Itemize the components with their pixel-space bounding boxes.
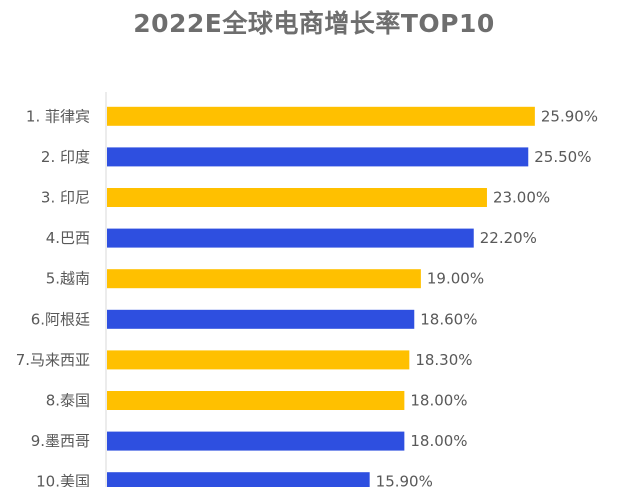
category-label: 6.阿根廷 bbox=[31, 310, 90, 328]
value-label: 22.20% bbox=[480, 229, 537, 247]
bar bbox=[107, 269, 421, 289]
category-label: 9.墨西哥 bbox=[31, 432, 90, 450]
value-label: 18.60% bbox=[420, 310, 477, 328]
category-label: 8.泰国 bbox=[46, 392, 90, 410]
category-label: 2. 印度 bbox=[41, 148, 90, 166]
value-label: 18.00% bbox=[410, 432, 467, 450]
bar bbox=[107, 391, 405, 410]
bar bbox=[107, 472, 370, 487]
value-label: 18.30% bbox=[415, 351, 472, 369]
bar bbox=[107, 106, 535, 126]
category-label: 7.马来西亚 bbox=[16, 351, 90, 369]
category-label: 3. 印尼 bbox=[41, 189, 90, 207]
value-label: 23.00% bbox=[493, 189, 550, 207]
bar bbox=[107, 147, 529, 167]
category-label: 1. 菲律宾 bbox=[26, 107, 90, 125]
value-label: 25.90% bbox=[541, 107, 598, 125]
bar bbox=[107, 350, 410, 370]
bar bbox=[107, 228, 474, 248]
bar bbox=[107, 188, 487, 207]
bar bbox=[107, 431, 405, 451]
category-label: 10.美国 bbox=[36, 473, 90, 487]
category-label: 5.越南 bbox=[46, 270, 90, 288]
value-label: 19.00% bbox=[427, 270, 484, 288]
bar bbox=[107, 309, 415, 329]
chart-title: 2022E全球电商增长率TOP10 bbox=[133, 9, 495, 38]
bars-layer: 1. 菲律宾 25.90% 2. 印度 25.50% 3. 印尼 23.00% 4.巴西 22… bbox=[16, 106, 598, 487]
value-label: 15.90% bbox=[376, 473, 433, 487]
value-label: 25.50% bbox=[534, 148, 591, 166]
value-label: 18.00% bbox=[410, 392, 467, 410]
category-label: 4.巴西 bbox=[46, 229, 90, 247]
